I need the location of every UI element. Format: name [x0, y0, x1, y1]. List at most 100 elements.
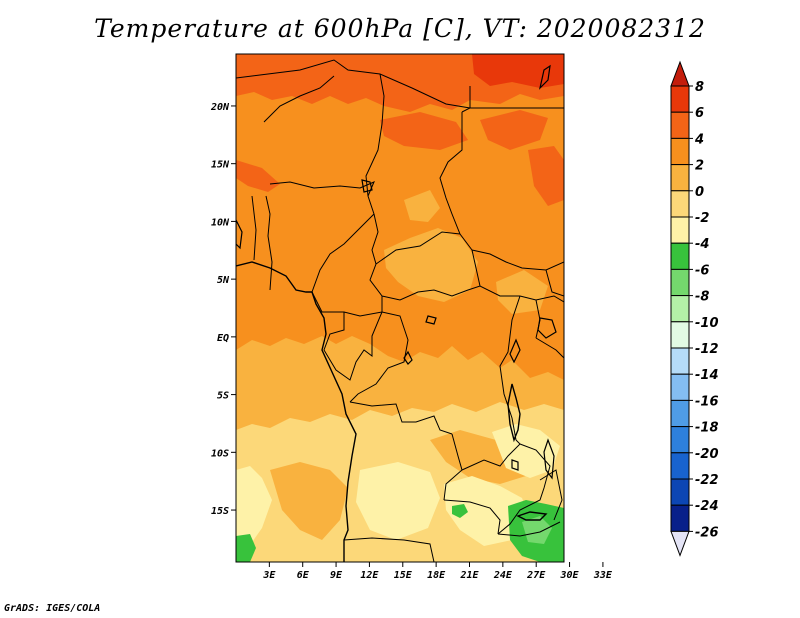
colorbar: 8 6 4 2 0 -2 -4 -6 -8 -10 -12 -14 -16 -18 -20 -22 -24 -26 [670, 60, 719, 557]
colorbar-tick-label: 6 [695, 106, 704, 121]
colorbar-tick-label: -22 [695, 473, 719, 488]
boundary-nigeria-cameroon [311, 213, 375, 293]
colorbar-bin [670, 268, 690, 297]
temperature-field [236, 54, 564, 562]
lake-mai-ndombe [403, 350, 413, 365]
field-minus8-to-minus6-patch [522, 516, 552, 544]
lon-tick-label: 3E [262, 570, 276, 581]
lake-turkana [538, 64, 551, 90]
lat-tick-label: EQ [217, 333, 229, 344]
colorbar-tick-label: 4 [694, 132, 704, 147]
lon-tick-label: 18E [427, 570, 446, 581]
map-figure: 20N 15N 10N 5N EQ 5S 10S 15S 3E 6E 9E 12E 15E 18E 21E… [210, 53, 719, 581]
lat-tick-label: 10N [211, 217, 230, 228]
field-0-to-2-patch-west [404, 190, 440, 222]
colorbar-bin [670, 242, 690, 270]
lake-malawi [543, 438, 555, 480]
boundary-angola-namibia [343, 537, 435, 562]
lat-tick-label: 15N [211, 160, 230, 171]
colorbar-bin [670, 452, 690, 480]
boundary-ssudan-ethiopia-east [545, 269, 564, 297]
colorbar-bin [670, 164, 690, 192]
colorbar-tick-label: -16 [695, 394, 719, 409]
colorbar-bin [670, 504, 690, 532]
field-4-to-6-patch-north-central [380, 112, 468, 150]
colorbar-bin [670, 137, 690, 166]
colorbar-bin [670, 216, 690, 244]
boundary-benin-nigeria [265, 195, 273, 291]
lake-mweru [511, 459, 519, 471]
lon-tick-label: 30E [560, 570, 580, 581]
colorbar-tick-label: -24 [695, 499, 719, 514]
boundary-chad-sudan [439, 112, 473, 251]
boundary-gabon-congo [323, 311, 383, 381]
field-minus4-to-minus2-southeast [444, 476, 530, 546]
boundary-zambia-zimbabwe [497, 521, 561, 537]
colorbar-tick-label: -6 [695, 263, 709, 278]
boundary-mozambique [539, 469, 563, 521]
map-title: Temperature at 600hPa [C], VT: 202008231… [94, 14, 706, 43]
boundary-cameroon-equatorial-guinea-gabon [311, 291, 383, 317]
country-boundaries [236, 59, 564, 562]
field-minus4-to-minus2-south-central [356, 462, 440, 540]
colorbar-bin [670, 321, 690, 349]
colorbar-bottom-arrow [670, 530, 690, 557]
boundary-car-sudan [471, 249, 481, 287]
colorbar-bin [670, 347, 690, 375]
colorbar-bin [670, 426, 690, 454]
field-0-to-2-patch-east [496, 270, 548, 314]
lake-tanganyika [507, 383, 521, 443]
colorbar-tick-label: -26 [695, 525, 719, 540]
field-0-to-2-patch-central [384, 228, 478, 302]
colorbar-bin [670, 111, 690, 139]
colorbar-tick-label: -12 [695, 342, 719, 357]
boundary-ssudan-uganda [519, 295, 564, 303]
lon-tick-label: 15E [394, 570, 413, 581]
colorbar-bin [670, 85, 690, 113]
boundary-drc-angola-north [349, 401, 453, 435]
lat-tick-label: 5N [217, 275, 230, 286]
lake-volta [236, 219, 243, 250]
lake-chad [361, 179, 373, 193]
boundary-cameroon-chad [369, 213, 383, 297]
lat-tick-label: 20N [210, 102, 230, 113]
field-4-to-6-patch-northeast [480, 110, 548, 150]
lake-kariba [516, 511, 548, 521]
lake-tumba [425, 315, 437, 325]
boundary-niger-algeria [263, 75, 335, 123]
lon-tick-label: 12E [360, 570, 379, 581]
colorbar-tick-label: 0 [695, 185, 704, 200]
colorbar-tick-label: -20 [695, 447, 719, 462]
lon-tick-label: 33E [593, 570, 613, 581]
colorbar-tick-label: -8 [695, 290, 709, 305]
field-minus4-to-minus2-southwest [236, 466, 272, 552]
lon-tick-label: 24E [493, 570, 513, 581]
lat-tick-label: 5S [217, 391, 229, 402]
colorbar-bin [670, 295, 690, 323]
boundary-car-chad [375, 231, 461, 265]
boundary-togo-benin [251, 195, 257, 261]
colorbar-tick-label: -4 [695, 237, 709, 252]
boundary-libya-niger-chad [236, 59, 471, 109]
lat-tick-label: 15S [211, 506, 229, 517]
colorbar-tick-label: -10 [695, 316, 719, 331]
boundary-drc-uganda-rwanda [499, 295, 521, 441]
lake-albert-edward [509, 338, 521, 364]
field-0-to-2-south-band-west [270, 462, 348, 540]
colorbar-tick-label: -14 [695, 368, 719, 383]
field-minus6-to-minus4-southwest [236, 534, 256, 562]
boundary-angola-zambia [443, 499, 501, 535]
colorbar-tick-label: 2 [695, 159, 704, 174]
boundary-sudan-ssudan-ethiopia [471, 249, 564, 271]
boundary-drc-zambia [461, 439, 521, 471]
field-4-to-6-patch-east-coast [528, 146, 564, 206]
field-minus6-to-minus4-patch [452, 504, 468, 518]
colorbar-tick-label: 8 [695, 80, 704, 95]
colorbar-top-arrow [670, 60, 690, 87]
colorbar-tick-label: -18 [695, 421, 719, 436]
grads-credit: GrADS: IGES/COLA [4, 603, 101, 614]
colorbar-bin [670, 399, 690, 428]
lon-tick-label: 9E [330, 570, 343, 581]
field-6-to-8-core [472, 54, 564, 88]
boundary-car-drc [381, 285, 520, 301]
